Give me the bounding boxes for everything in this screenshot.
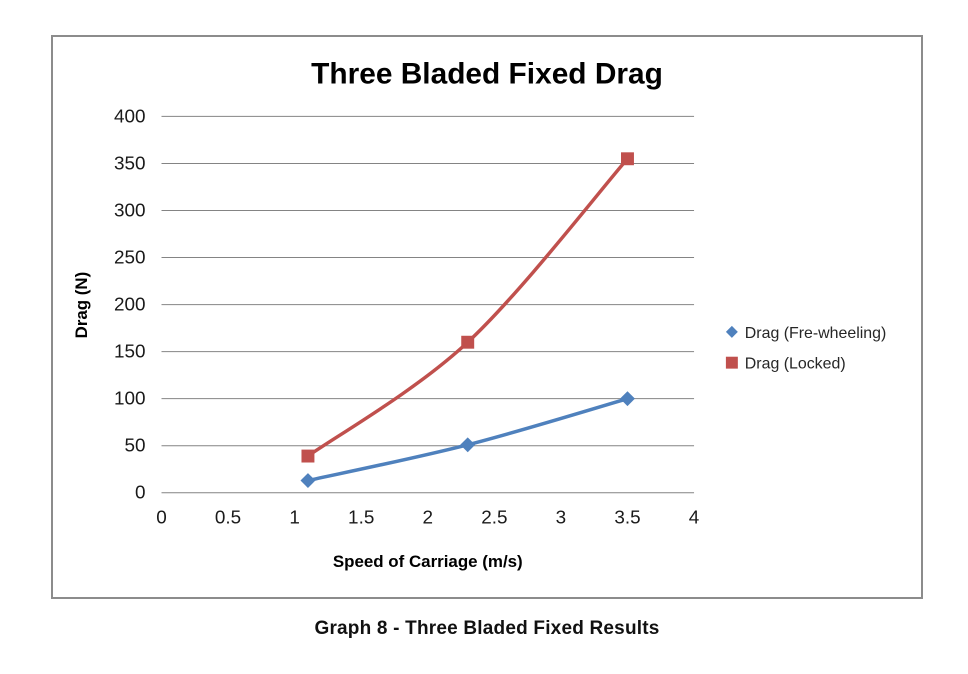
x-axis-title: Speed of Carriage (m/s) [333, 552, 523, 571]
y-tick-label: 0 [135, 483, 146, 504]
chart-svg: 0 50 100 150 200 250 300 350 400 0 0.5 1 1.5 2 2.5 3 3.5… [72, 58, 886, 572]
legend-square-icon [725, 356, 738, 369]
y-axis-title: Drag (N) [72, 272, 91, 339]
x-tick-label: 0.5 [215, 508, 241, 529]
y-tick-label: 200 [114, 295, 146, 316]
y-tick-label: 250 [114, 248, 146, 269]
data-point-square-icon [301, 449, 315, 463]
x-tick-label: 1.5 [348, 508, 374, 529]
y-tick-label: 300 [114, 200, 146, 221]
data-point-square-icon [461, 335, 475, 349]
chart-frame: 0 50 100 150 200 250 300 350 400 0 0.5 1 1.5 2 2.5 3 3.5… [51, 35, 923, 599]
y-tick-label: 350 [114, 153, 146, 174]
x-tick-label: 4 [689, 508, 700, 529]
chart-title: Three Bladed Fixed Drag [311, 58, 663, 91]
figure-caption: Graph 8 - Three Bladed Fixed Results [314, 618, 660, 639]
x-tick-label: 1 [289, 508, 300, 529]
y-tick-label: 400 [114, 106, 146, 127]
legend-diamond-icon [725, 325, 738, 338]
y-tick-label: 50 [125, 436, 146, 457]
y-tick-label: 100 [114, 389, 146, 410]
x-tick-label: 2 [423, 508, 434, 529]
legend-label: Drag (Locked) [745, 356, 846, 373]
x-tick-label: 0 [156, 508, 167, 529]
x-tick-label: 3.5 [614, 508, 640, 529]
x-tick-label: 3 [556, 508, 567, 529]
y-tick-label: 150 [114, 342, 146, 363]
legend-label: Drag (Fre-wheeling) [745, 325, 886, 342]
figure-caption-row: Graph 8 - Three Bladed Fixed Results [51, 618, 923, 640]
data-point-diamond-icon [300, 473, 316, 488]
data-point-square-icon [621, 152, 634, 166]
data-point-diamond-icon [460, 437, 476, 453]
data-point-diamond-icon [620, 391, 635, 407]
x-tick-label: 2.5 [481, 508, 507, 529]
